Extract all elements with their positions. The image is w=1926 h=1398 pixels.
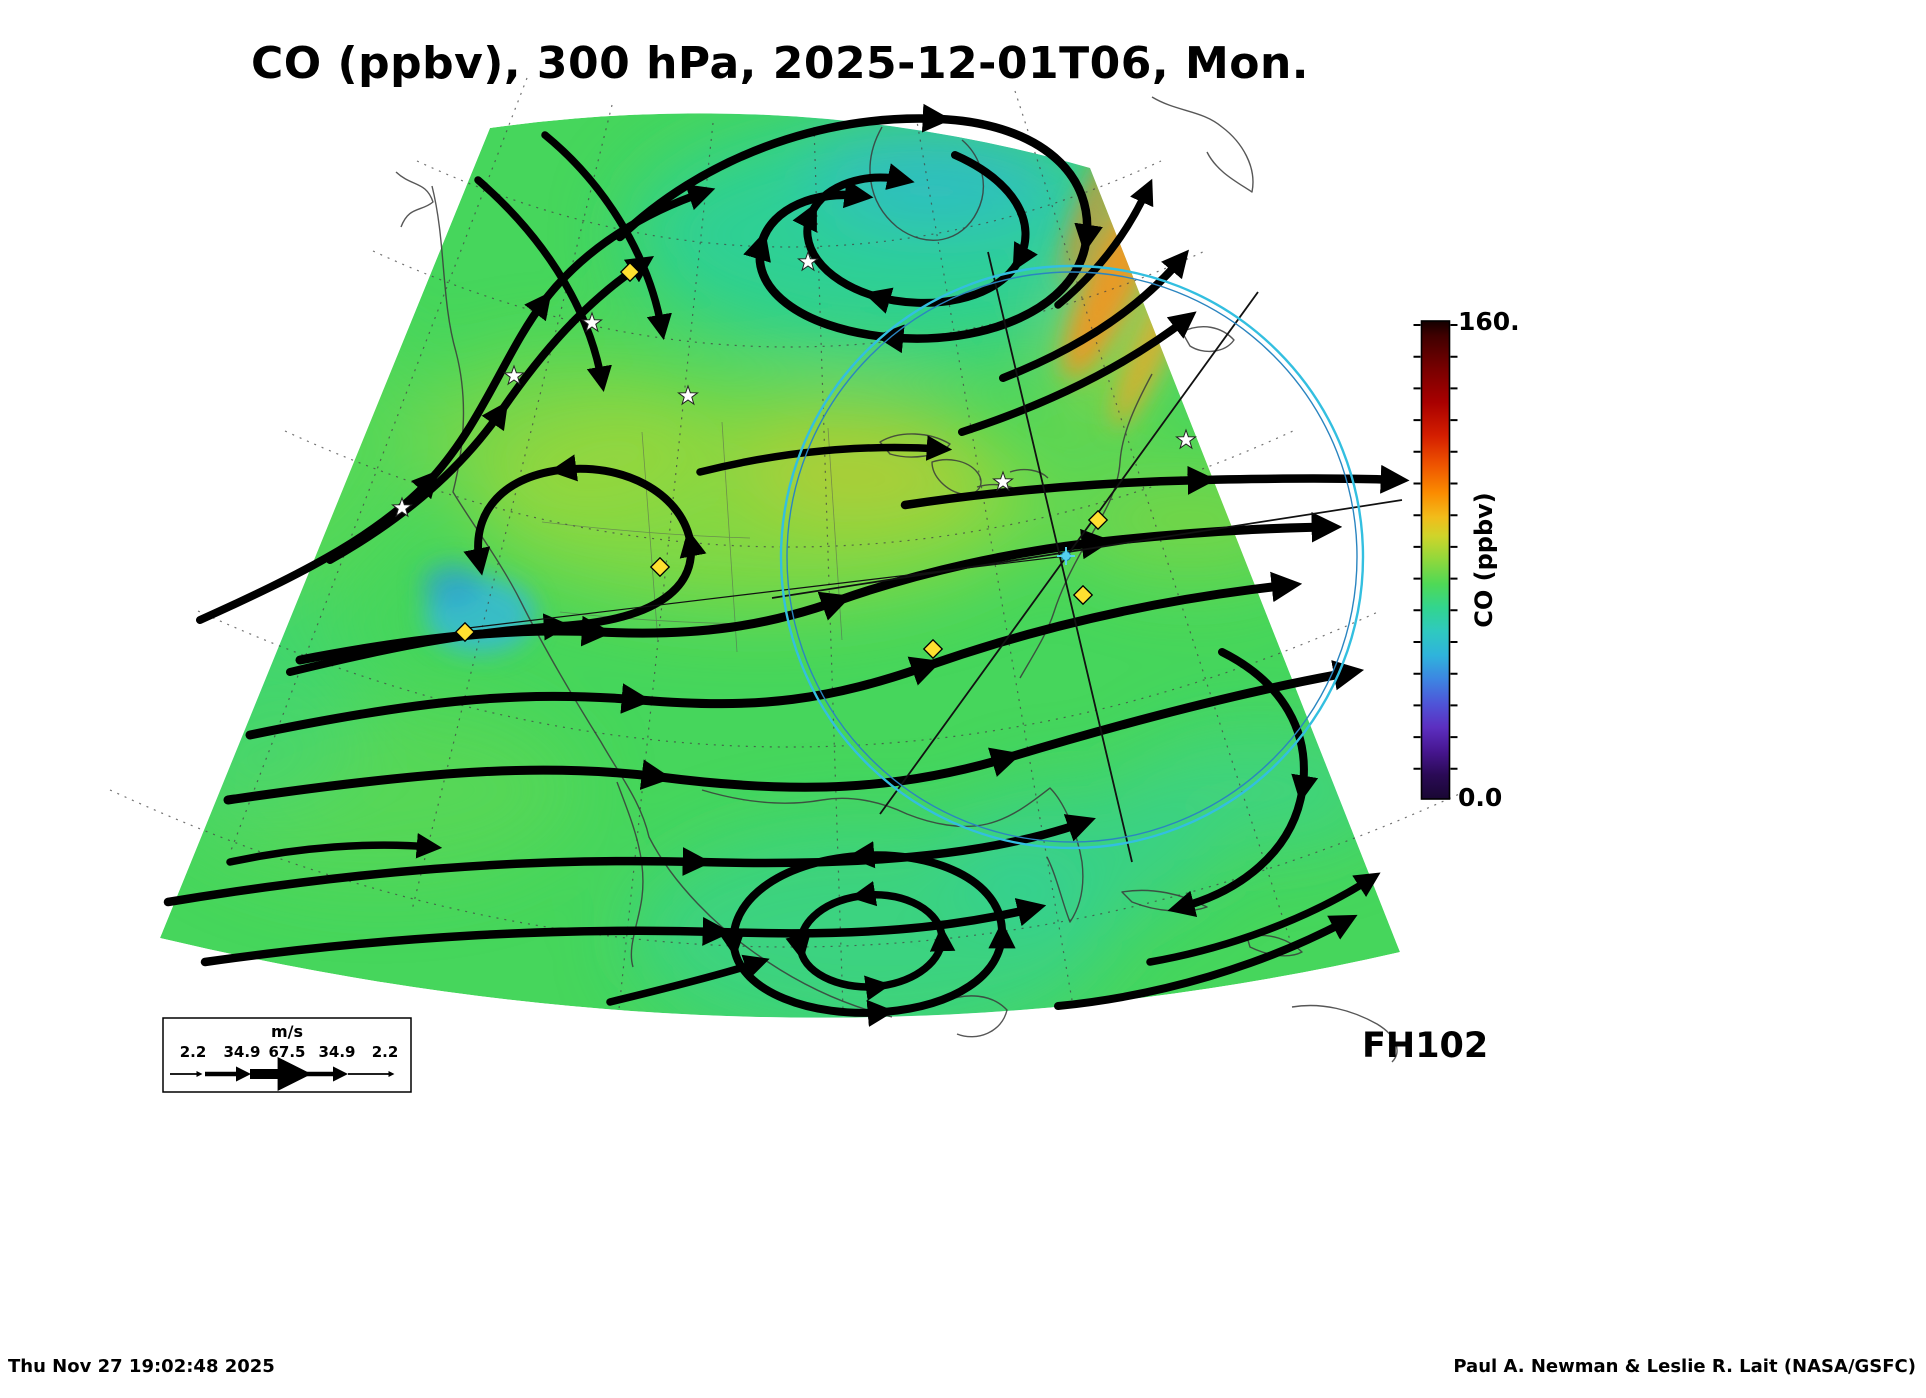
generation-timestamp: Thu Nov 27 19:02:48 2025 (8, 1356, 275, 1377)
colorbar-max-label: 160. (1458, 307, 1520, 336)
streamline (541, 131, 672, 341)
streamline (606, 954, 770, 1006)
streamlines (163, 103, 1410, 1027)
streamline (900, 464, 1410, 510)
range-ring (779, 264, 1365, 850)
colorbar-min-label: 0.0 (1458, 783, 1502, 812)
wind-legend-tick: 34.9 (318, 1043, 355, 1061)
streamline (1167, 648, 1319, 918)
great-circle-line (467, 555, 1067, 629)
range-ring-inner (786, 271, 1358, 843)
station-marker-diamond (922, 638, 944, 660)
colorbar-axis-label: CO (ppbv) (1470, 492, 1498, 628)
streamline (1054, 178, 1154, 309)
wind-legend-tick: 67.5 (268, 1043, 305, 1061)
streamline (223, 660, 1365, 805)
plot-title: CO (ppbv), 300 hPa, 2025-12-01T06, Mon. (251, 38, 1309, 89)
streamline (474, 176, 612, 393)
station-markers (454, 261, 1109, 660)
streamline (792, 151, 1038, 314)
streamline (1054, 914, 1358, 1010)
streamline (1146, 872, 1381, 966)
streamline-vortex (785, 881, 956, 1001)
hub-marker (1057, 547, 1075, 565)
streamline (326, 255, 655, 564)
wind-legend-tick: 2.2 (372, 1043, 399, 1061)
streamline (226, 833, 443, 866)
station-marker-diamond (1087, 509, 1109, 531)
range-ring-outer (779, 264, 1365, 850)
streamline (615, 103, 1103, 354)
credit-line: Paul A. Newman & Leslie R. Lait (NASA/GS… (1453, 1356, 1916, 1377)
station-marker-diamond (1072, 584, 1094, 606)
wind-legend-tick: 34.9 (223, 1043, 260, 1061)
station-marker-diamond (619, 261, 641, 283)
streamline (999, 249, 1190, 382)
streamline (958, 311, 1197, 436)
station-marker-diamond (454, 621, 476, 643)
streamline (696, 435, 953, 476)
colorbar: 160. 0.0 CO (ppbv) (1413, 307, 1520, 812)
great-circle-line (771, 499, 1403, 599)
colorbar-gradient (1420, 320, 1451, 800)
wind-legend-unit: m/s (271, 1022, 303, 1041)
wind-legend-tick: 2.2 (180, 1043, 207, 1061)
wind-speed-legend: m/s 2.2 34.9 67.5 34.9 2.2 (162, 1017, 412, 1093)
station-marker-diamond (649, 556, 671, 578)
forecast-hour-label: FH102 (1362, 1026, 1489, 1066)
